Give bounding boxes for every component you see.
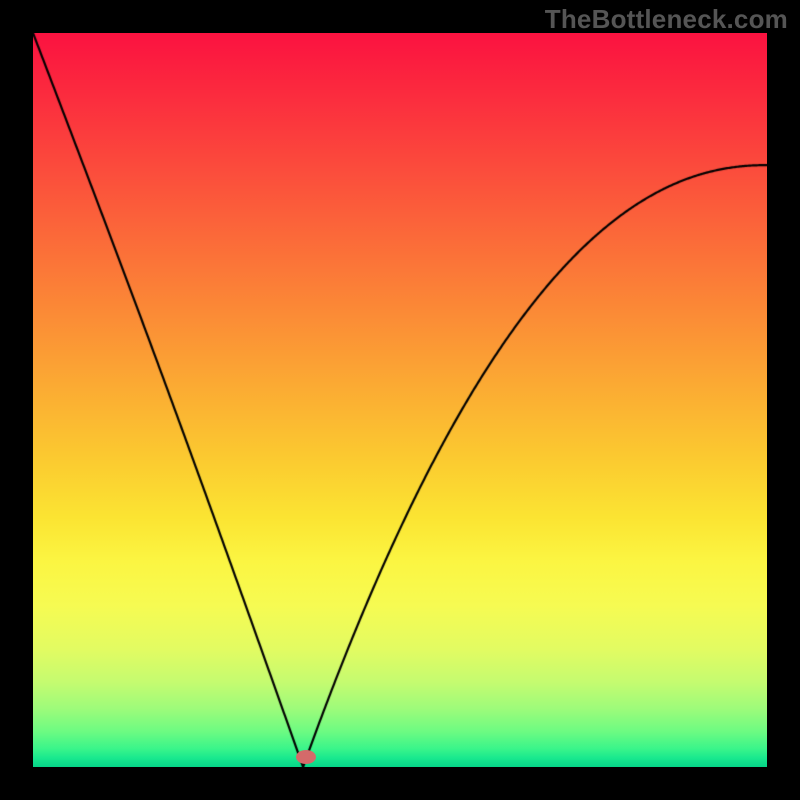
bottleneck-curve [33, 33, 767, 767]
chart-frame: TheBottleneck.com [0, 0, 800, 800]
watermark-text: TheBottleneck.com [545, 4, 788, 35]
